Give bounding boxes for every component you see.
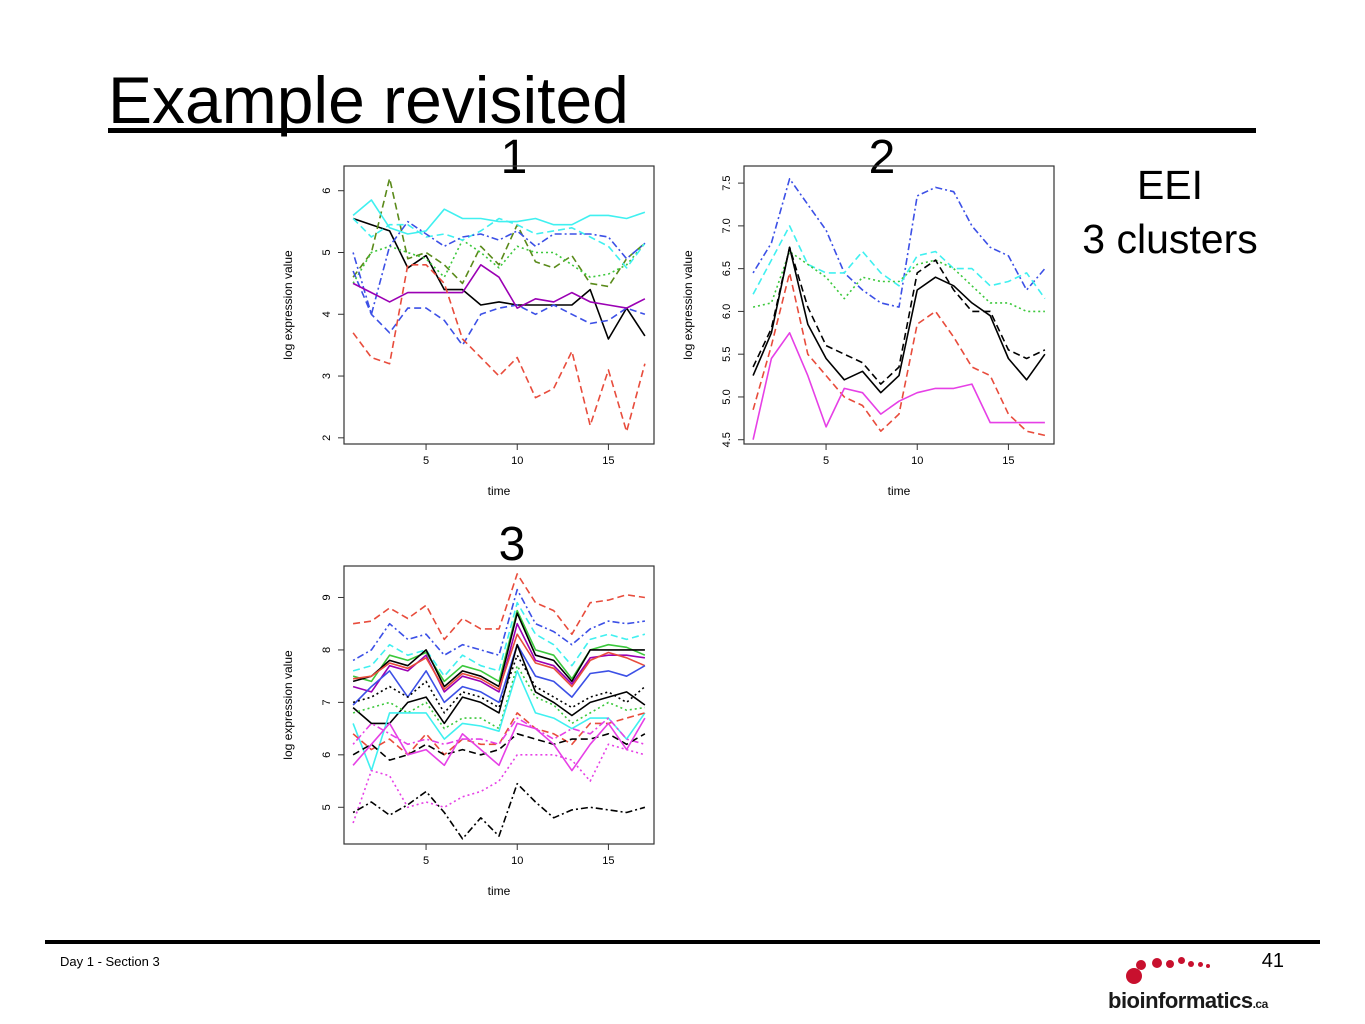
series-line <box>352 609 646 683</box>
panel-label-2: 2 <box>868 131 896 184</box>
x-axis-label: time <box>488 484 511 498</box>
y-tick-label: 7.0 <box>721 218 733 233</box>
series-line <box>352 612 645 688</box>
series-line <box>352 220 646 316</box>
series-line <box>752 250 1045 313</box>
chart-cluster-2: 5 10 15 4.5 5.0 5.5 6.0 6.5 7.0 7.5 time log expres… <box>681 165 1055 498</box>
x-axis-label: time <box>888 484 911 498</box>
logo-dot <box>1152 958 1162 968</box>
panel-label-1: 1 <box>500 131 528 184</box>
series-line <box>352 270 646 346</box>
y-tick-label: 6 <box>321 188 333 194</box>
plot-frame <box>343 165 655 445</box>
series-line <box>752 272 1046 437</box>
y-tick-label: 5 <box>321 804 333 810</box>
x-tick-label: 15 <box>1002 455 1014 467</box>
y-tick-label: 5.5 <box>721 347 733 362</box>
plot-frame <box>743 165 1055 445</box>
y-tick-label: 4.5 <box>721 432 733 447</box>
series-line <box>352 717 646 772</box>
series-line <box>752 246 1046 385</box>
series-line <box>752 332 1045 440</box>
series-line <box>352 264 646 309</box>
logo-dot <box>1126 968 1142 984</box>
series-line <box>352 664 646 730</box>
footer-section-label: Day 1 - Section 3 <box>60 954 160 969</box>
y-axis-label: log expression value <box>281 650 295 760</box>
y-tick-label: 6 <box>321 752 333 758</box>
logo-dot <box>1166 960 1174 968</box>
chart-cluster-3: 5 10 15 5 6 7 8 9 time log expression value <box>281 565 655 898</box>
series-line <box>352 199 646 235</box>
series-line <box>352 217 646 269</box>
x-axis-label: time <box>488 884 511 898</box>
x-tick-label: 10 <box>511 855 523 867</box>
series-line <box>352 264 646 433</box>
series-line <box>352 670 646 772</box>
y-tick-label: 7.5 <box>721 175 733 190</box>
series-line <box>352 717 646 746</box>
series-line <box>352 177 646 288</box>
series-line <box>352 733 646 761</box>
x-tick-label: 5 <box>423 455 429 467</box>
y-tick-label: 8 <box>321 647 333 653</box>
x-tick-label: 15 <box>602 455 614 467</box>
y-tick-label: 7 <box>321 699 333 705</box>
bioinformatics-logo: bioinformatics.ca <box>1108 950 1268 1020</box>
panel-label-3: 3 <box>498 518 526 571</box>
x-tick-label: 10 <box>911 455 923 467</box>
side-note-line-2: 3 clusters <box>1082 216 1258 262</box>
y-tick-label: 5 <box>321 249 333 255</box>
series-line <box>352 217 646 340</box>
series-line <box>752 177 1046 308</box>
series-line <box>352 573 646 641</box>
series-line <box>352 782 646 840</box>
y-tick-label: 6.5 <box>721 261 733 276</box>
x-tick-label: 10 <box>511 455 523 467</box>
series-line <box>352 239 646 284</box>
logo-main-text: bioinformatics <box>1108 988 1253 1013</box>
logo-dot <box>1206 964 1210 968</box>
logo-dot <box>1178 957 1185 964</box>
x-tick-label: 5 <box>823 455 829 467</box>
y-tick-label: 3 <box>321 373 333 379</box>
footer-rule <box>45 940 1320 944</box>
y-tick-label: 2 <box>321 435 333 441</box>
y-axis-label: log expression value <box>281 250 295 360</box>
logo-dot <box>1136 960 1146 970</box>
chart-cluster-1: 5 10 15 2 3 4 5 6 time log expression value <box>281 165 655 498</box>
side-note-line-1: EEI <box>1136 162 1204 208</box>
series-line <box>352 588 646 662</box>
logo-wordmark: bioinformatics.ca <box>1108 988 1268 1014</box>
y-tick-label: 5.0 <box>721 389 733 404</box>
series-line <box>352 601 646 677</box>
y-axis-label: log expression value <box>681 250 695 360</box>
slide-title: Example revisited <box>108 63 629 137</box>
page-number: 41 <box>1261 950 1284 972</box>
y-tick-label: 9 <box>321 594 333 600</box>
series-line <box>352 712 646 756</box>
title-underline <box>108 128 1256 133</box>
series-line <box>352 633 646 691</box>
logo-suffix-text: .ca <box>1252 997 1269 1011</box>
side-note: EEI 3 clusters <box>1050 158 1290 266</box>
logo-dot <box>1188 961 1194 967</box>
series-line <box>352 643 646 706</box>
x-tick-label: 5 <box>423 855 429 867</box>
series-line <box>352 654 646 714</box>
y-tick-label: 4 <box>321 311 333 317</box>
series-line <box>752 225 1046 300</box>
x-tick-label: 15 <box>602 855 614 867</box>
y-tick-label: 6.0 <box>721 304 733 319</box>
logo-dot <box>1198 962 1203 967</box>
plot-frame <box>343 565 655 845</box>
series-line <box>752 246 1046 394</box>
